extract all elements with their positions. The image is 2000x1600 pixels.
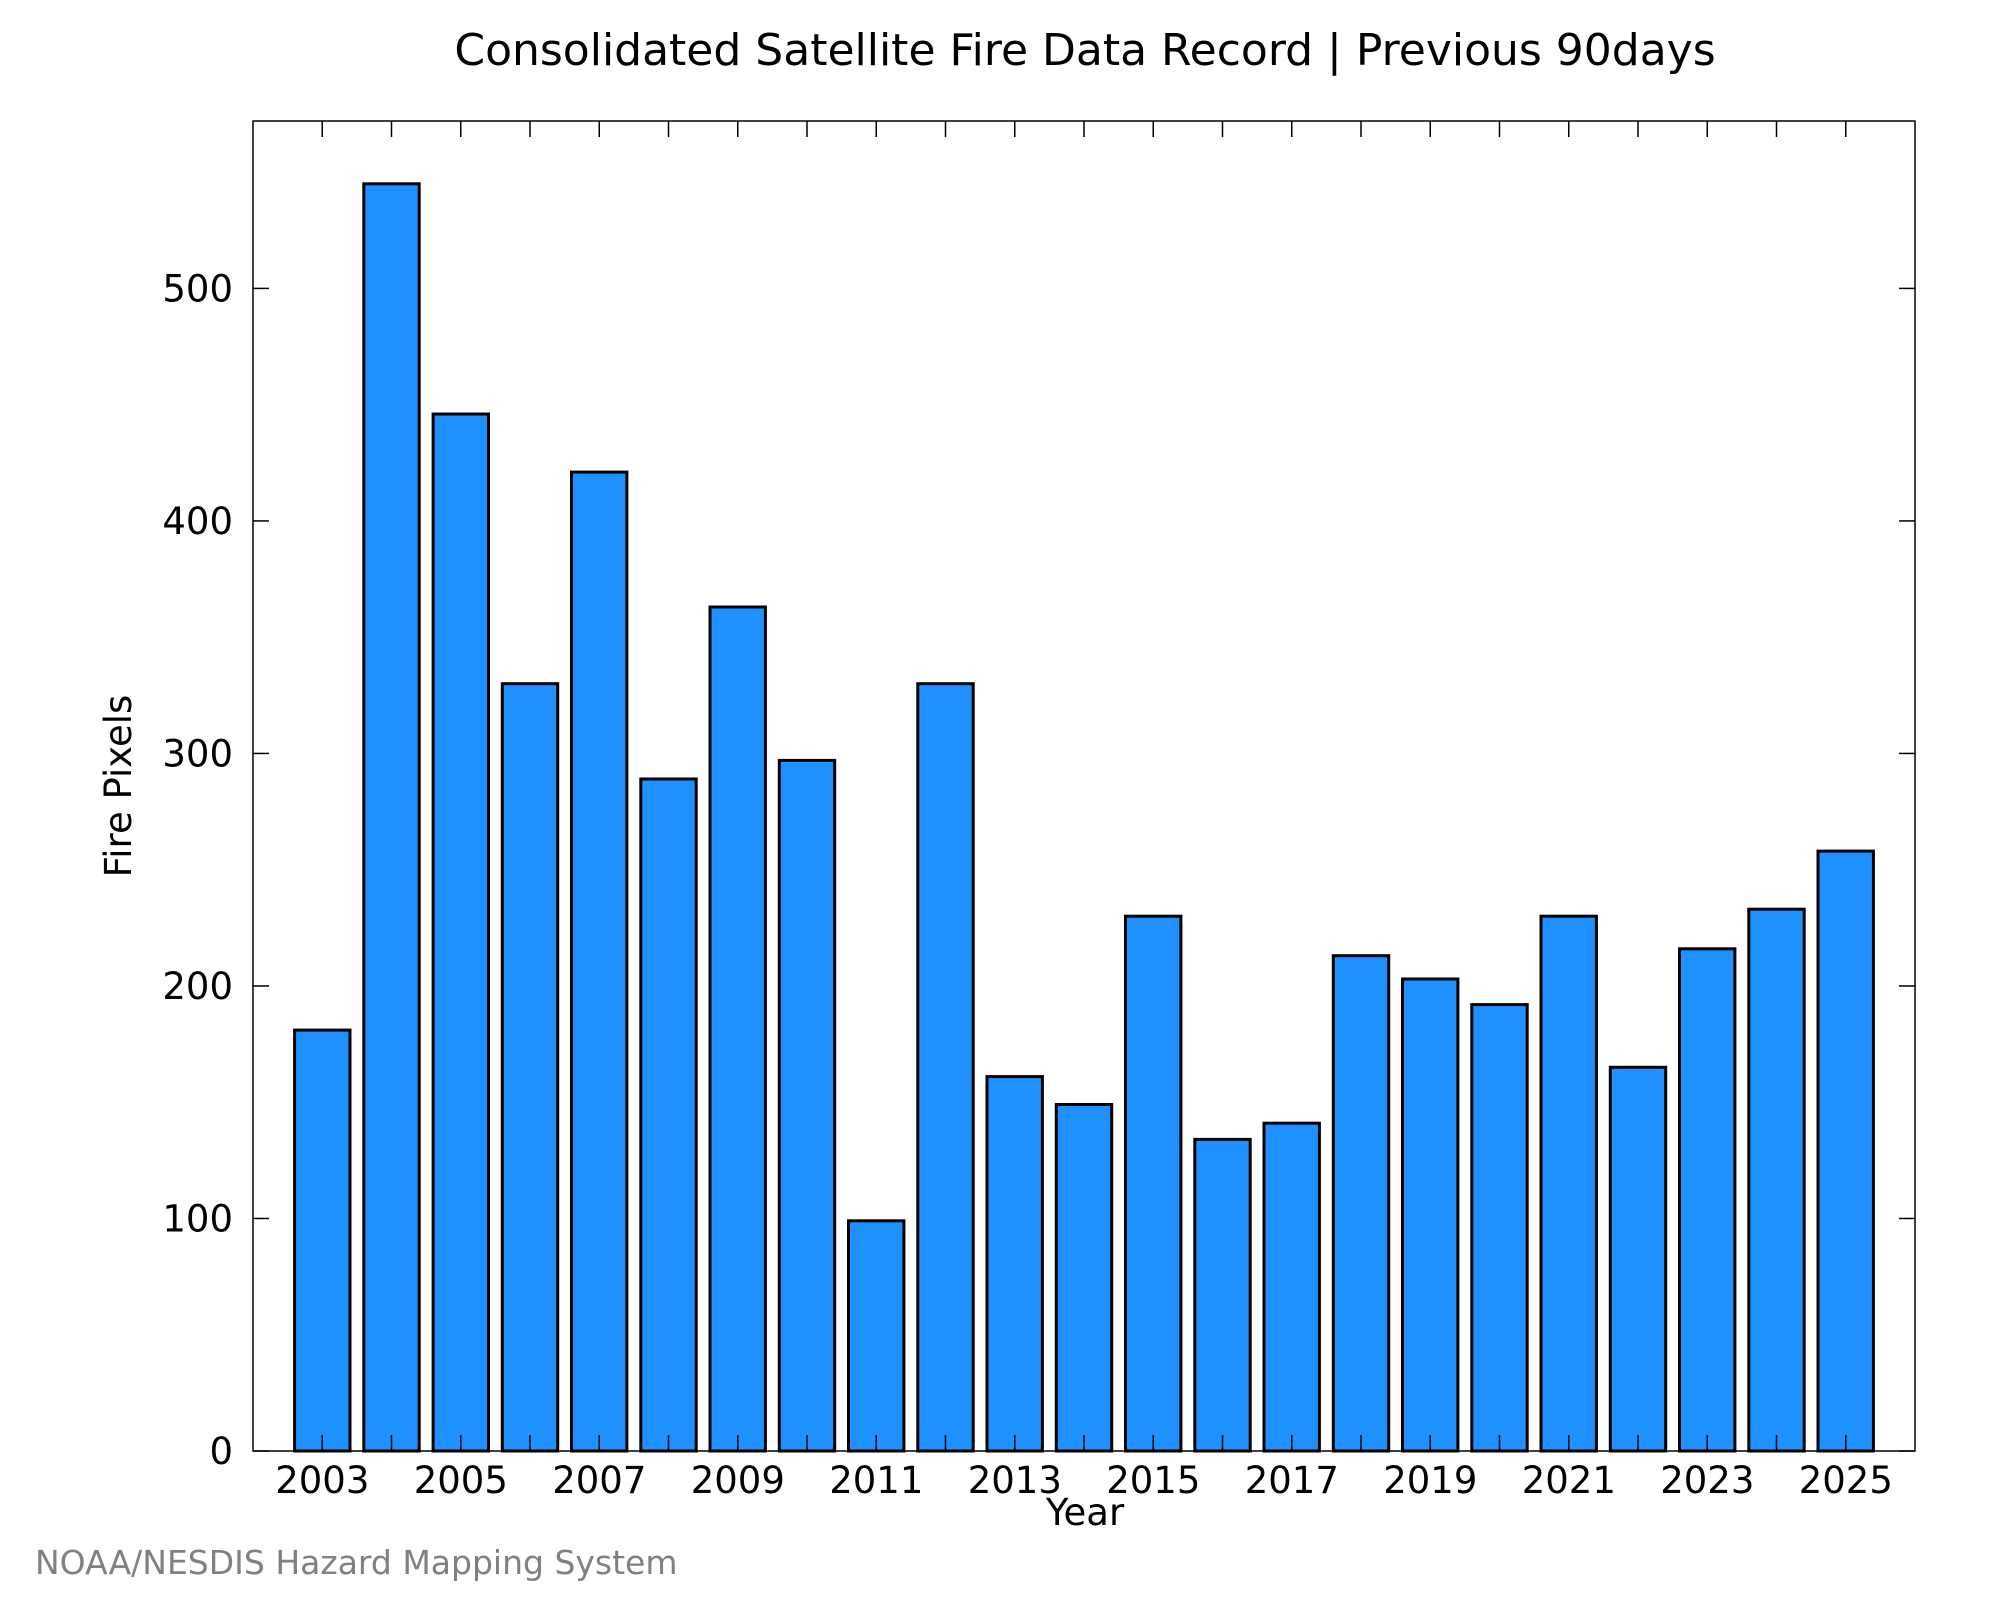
bar-2020 <box>1470 1003 1529 1453</box>
x-tick-label-2017: 2017 <box>1245 1459 1339 1502</box>
x-tick-label-2013: 2013 <box>968 1459 1062 1502</box>
y-tick-label-0: 0 <box>209 1430 233 1473</box>
bar-2006 <box>500 682 560 1453</box>
bar-2009 <box>708 605 767 1453</box>
y-axis-label: Fire Pixels <box>97 695 140 878</box>
x-tick-label-2011: 2011 <box>829 1459 923 1502</box>
bars-group <box>293 182 1875 1453</box>
bar-2004 <box>362 182 421 1453</box>
bar-2024 <box>1747 907 1806 1453</box>
bar-2010 <box>777 758 837 1453</box>
x-tick-label-2015: 2015 <box>1106 1459 1200 1502</box>
bar-2019 <box>1401 977 1460 1453</box>
bar-2008 <box>639 777 698 1453</box>
bar-2014 <box>1054 1103 1114 1453</box>
bar-2017 <box>1262 1121 1321 1453</box>
bar-2015 <box>1124 914 1183 1453</box>
bar-2011 <box>847 1219 906 1453</box>
bar-2022 <box>1608 1065 1668 1453</box>
source-credit: NOAA/NESDIS Hazard Mapping System <box>35 1543 678 1582</box>
x-axis-label: Year <box>1045 1491 1125 1534</box>
bar-2007 <box>570 470 629 1453</box>
bar-2012 <box>916 682 975 1453</box>
x-tick-label-2009: 2009 <box>691 1459 785 1502</box>
y-tick-label-400: 400 <box>162 500 233 543</box>
bar-2025 <box>1816 849 1875 1453</box>
y-tick-label-500: 500 <box>162 267 233 310</box>
bar-2023 <box>1678 947 1737 1453</box>
x-tick-label-2005: 2005 <box>414 1459 508 1502</box>
x-tick-label-2023: 2023 <box>1660 1459 1754 1502</box>
y-tick-label-300: 300 <box>162 732 233 775</box>
x-tick-label-2007: 2007 <box>552 1459 646 1502</box>
ticks-group <box>253 121 1915 1452</box>
x-tick-label-2019: 2019 <box>1383 1459 1477 1502</box>
bar-2005 <box>431 412 491 1453</box>
x-tick-label-2021: 2021 <box>1522 1459 1616 1502</box>
bar-2018 <box>1331 954 1391 1453</box>
bar-2021 <box>1539 914 1598 1453</box>
y-tick-labels: 0 100 200 300 400 500 <box>162 267 233 1473</box>
bar-2013 <box>985 1075 1044 1453</box>
y-tick-label-200: 200 <box>162 965 233 1008</box>
x-tick-label-2003: 2003 <box>275 1459 369 1502</box>
bar-2003 <box>293 1028 352 1453</box>
x-tick-label-2025: 2025 <box>1799 1459 1893 1502</box>
chart-title: Consolidated Satellite Fire Data Record … <box>454 25 1715 76</box>
y-tick-label-100: 100 <box>162 1197 233 1240</box>
bar-2016 <box>1193 1137 1252 1453</box>
x-tick-labels: 2003 2005 2007 2009 2011 2013 2015 2017 2019 2021… <box>275 1459 1893 1502</box>
